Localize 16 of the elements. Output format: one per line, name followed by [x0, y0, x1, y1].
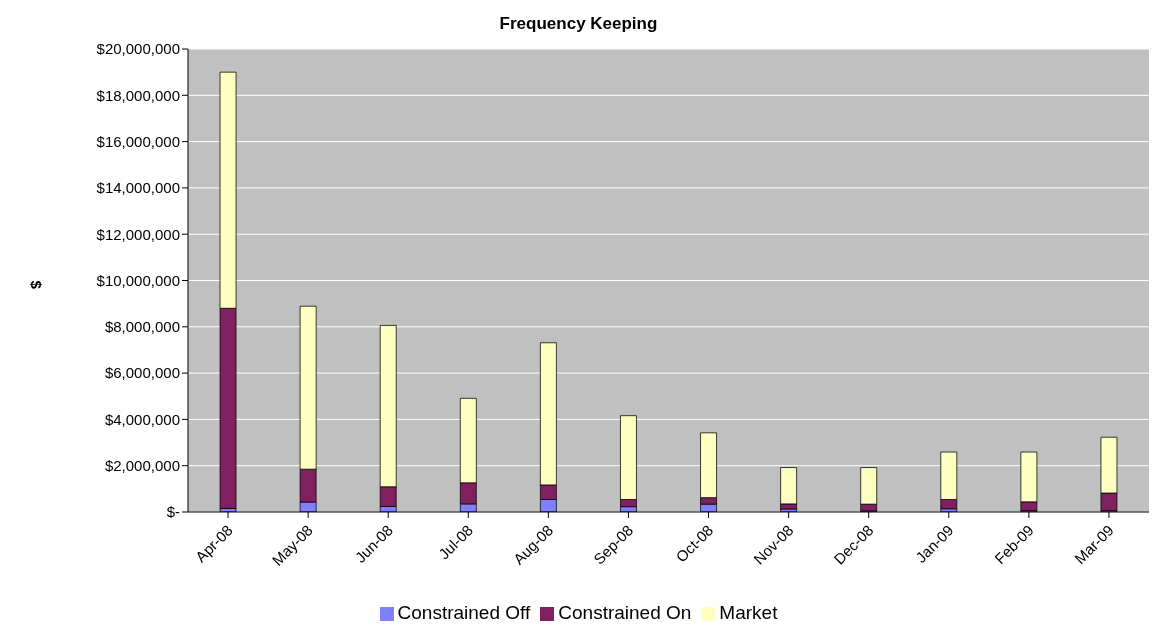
legend-label: Market [719, 602, 778, 623]
legend-label: Constrained Off [397, 602, 531, 623]
y-tick-label: $12,000,000 [96, 225, 180, 243]
y-axis-title: $ [27, 280, 45, 290]
y-tick-label: $10,000,000 [96, 271, 180, 289]
y-tick-label: $2,000,000 [104, 457, 180, 475]
legend-label: Constrained On [558, 602, 692, 623]
y-tick-label: $20,000,000 [96, 40, 180, 58]
y-tick-label: $- [166, 503, 180, 521]
y-tick-label: $14,000,000 [96, 179, 180, 197]
y-tick-label: $16,000,000 [96, 132, 180, 150]
y-tick-label: $18,000,000 [96, 86, 180, 104]
y-tick-label: $6,000,000 [104, 364, 180, 382]
chart-title: Frequency Keeping [499, 14, 658, 33]
y-tick-label: $8,000,000 [104, 318, 180, 336]
y-tick-label: $4,000,000 [104, 410, 180, 428]
